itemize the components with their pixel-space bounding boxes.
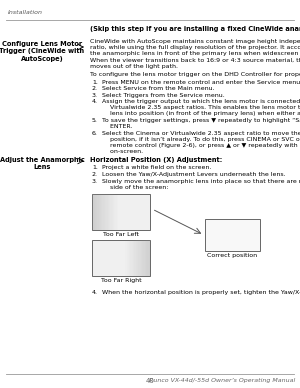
Bar bbox=[138, 240, 140, 276]
Bar bbox=[133, 240, 134, 276]
Bar bbox=[98, 194, 100, 230]
Text: Select the Cinema or Virtualwide 2.35 aspect ratio to move the anamorphic lens i: Select the Cinema or Virtualwide 2.35 as… bbox=[102, 131, 300, 154]
Bar bbox=[132, 240, 133, 276]
Bar bbox=[142, 240, 143, 276]
Bar bbox=[145, 240, 146, 276]
Bar bbox=[140, 240, 141, 276]
Text: 5.: 5. bbox=[92, 118, 98, 123]
Text: 6.: 6. bbox=[92, 131, 98, 136]
Bar bbox=[114, 194, 116, 230]
Text: 1.: 1. bbox=[92, 80, 98, 85]
Text: 4.: 4. bbox=[92, 290, 98, 295]
Text: 3.: 3. bbox=[92, 93, 98, 98]
Bar bbox=[124, 240, 125, 276]
Text: When the horizontal position is properly set, tighten the Yaw/X-Adjustment Lever: When the horizontal position is properly… bbox=[102, 290, 300, 295]
Bar bbox=[134, 240, 136, 276]
Bar bbox=[104, 194, 105, 230]
Bar bbox=[93, 194, 94, 230]
Bar bbox=[149, 240, 150, 276]
Text: To save the trigger settings, press ▼ repeatedly to highlight “Save.” Then, pres: To save the trigger settings, press ▼ re… bbox=[102, 118, 300, 129]
Bar bbox=[108, 194, 109, 230]
Bar bbox=[129, 240, 130, 276]
Text: When the viewer transitions back to 16:9 or 4:3 source material, the anamorphic : When the viewer transitions back to 16:9… bbox=[90, 57, 300, 62]
Bar bbox=[146, 240, 147, 276]
Text: Select Service from the Main menu.: Select Service from the Main menu. bbox=[102, 87, 214, 92]
Bar bbox=[112, 194, 113, 230]
Bar bbox=[136, 240, 137, 276]
Text: ratio, while using the full display resolution of the projector. It accomplishes: ratio, while using the full display reso… bbox=[90, 45, 300, 50]
Text: Configure Lens Motor
Trigger (CineWide with
AutoScope): Configure Lens Motor Trigger (CineWide w… bbox=[0, 41, 85, 62]
Bar bbox=[141, 240, 142, 276]
Text: 40: 40 bbox=[146, 378, 154, 384]
Text: Select Triggers from the Service menu.: Select Triggers from the Service menu. bbox=[102, 93, 225, 98]
Bar bbox=[92, 194, 93, 230]
Text: Too Far Left: Too Far Left bbox=[103, 232, 139, 237]
Text: the anamorphic lens in front of the primary lens when widescreen material is bei: the anamorphic lens in front of the prim… bbox=[90, 51, 300, 56]
Text: 1.: 1. bbox=[92, 165, 98, 170]
Bar bbox=[105, 194, 106, 230]
Text: Correct position: Correct position bbox=[207, 253, 258, 258]
Text: Press MENU on the remote control and enter the Service menu passcode.: Press MENU on the remote control and ent… bbox=[102, 80, 300, 85]
Text: Horizontal Position (X) Adjustment:: Horizontal Position (X) Adjustment: bbox=[90, 157, 222, 163]
Text: Adjust the Anamorphic
Lens: Adjust the Anamorphic Lens bbox=[0, 157, 84, 170]
Bar bbox=[96, 194, 97, 230]
Bar bbox=[101, 194, 102, 230]
Text: 2.: 2. bbox=[92, 172, 98, 177]
Text: Slowly move the anamorphic lens into place so that there are no shadows on eithe: Slowly move the anamorphic lens into pla… bbox=[102, 179, 300, 190]
Text: moves out of the light path.: moves out of the light path. bbox=[90, 64, 178, 69]
Bar bbox=[205, 219, 260, 251]
Text: 4.: 4. bbox=[92, 99, 98, 104]
Bar bbox=[100, 194, 101, 230]
Text: Project a white field on the screen.: Project a white field on the screen. bbox=[102, 165, 212, 170]
Text: Installation: Installation bbox=[8, 10, 43, 15]
Text: To configure the lens motor trigger on the DHD Controller for proper AutoScope o: To configure the lens motor trigger on t… bbox=[90, 72, 300, 77]
Text: Too Far Right: Too Far Right bbox=[101, 278, 141, 283]
Text: 2.: 2. bbox=[92, 87, 98, 92]
Bar bbox=[106, 194, 108, 230]
Bar bbox=[116, 194, 117, 230]
Text: CineWide with AutoScope maintains constant image height independent of the aspec: CineWide with AutoScope maintains consta… bbox=[90, 39, 300, 44]
Bar bbox=[125, 240, 127, 276]
Bar bbox=[128, 240, 129, 276]
Text: 3.: 3. bbox=[92, 179, 98, 184]
Bar bbox=[147, 240, 149, 276]
Text: (Skip this step if you are installing a fixed CineWide anamorphic lens.): (Skip this step if you are installing a … bbox=[90, 26, 300, 32]
Text: Assign the trigger output to which the lens motor is connected to the Cinema and: Assign the trigger output to which the l… bbox=[102, 99, 300, 116]
Bar bbox=[113, 194, 114, 230]
Bar bbox=[143, 240, 145, 276]
Bar bbox=[92, 194, 150, 230]
Bar bbox=[92, 240, 150, 276]
Bar bbox=[130, 240, 132, 276]
Bar bbox=[117, 194, 118, 230]
Bar bbox=[109, 194, 110, 230]
Bar bbox=[110, 194, 112, 230]
Bar bbox=[102, 194, 104, 230]
Bar bbox=[127, 240, 128, 276]
Bar bbox=[94, 194, 96, 230]
Bar bbox=[97, 194, 98, 230]
Bar bbox=[137, 240, 138, 276]
Text: Loosen the Yaw/X-Adjustment Levers underneath the lens.: Loosen the Yaw/X-Adjustment Levers under… bbox=[102, 172, 286, 177]
Text: Runco VX-44d/-55d Owner’s Operating Manual: Runco VX-44d/-55d Owner’s Operating Manu… bbox=[149, 378, 295, 383]
